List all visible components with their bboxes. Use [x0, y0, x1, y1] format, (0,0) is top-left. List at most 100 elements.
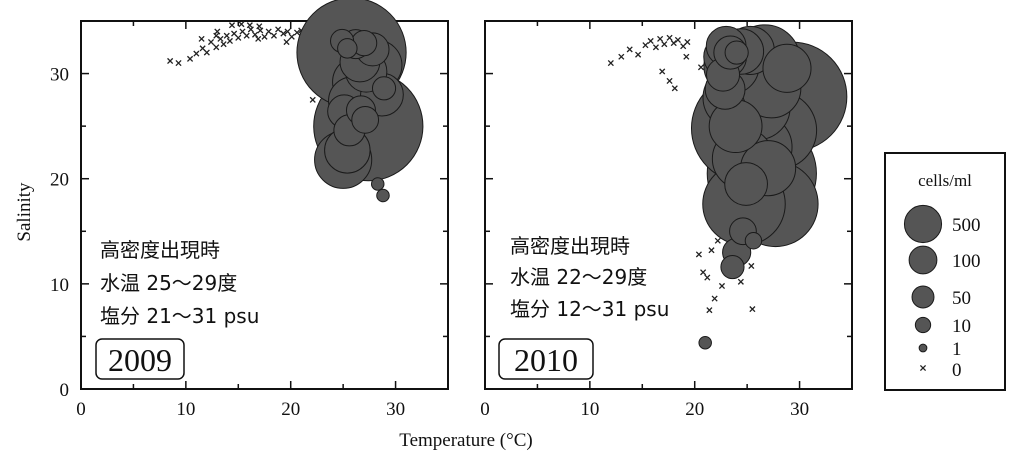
density-bubble	[351, 105, 380, 134]
annotation-2010-line-2: 水温 22〜29度	[510, 265, 647, 289]
panel-2010: 0 10 20 30	[480, 20, 853, 420]
x-tick-label: 20	[685, 399, 704, 420]
zero-marker	[737, 278, 744, 285]
legend-label: 100	[952, 251, 981, 272]
zero-marker	[670, 40, 677, 47]
zero-marker	[748, 262, 755, 270]
zero-marker	[256, 23, 263, 30]
zero-marker	[257, 27, 264, 34]
x-tick-label: 30	[386, 399, 405, 420]
x-tick-label: 10	[580, 399, 599, 420]
zero-marker	[647, 37, 654, 45]
annotation-2009-line-3: 塩分 21〜31 psu	[100, 304, 259, 328]
zero-marker	[704, 274, 711, 281]
zero-marker	[213, 32, 220, 39]
zero-marker	[293, 29, 301, 36]
legend-label: 1	[952, 339, 962, 360]
zero-marker	[309, 96, 316, 103]
zero-marker	[700, 269, 707, 276]
zero-marker	[284, 28, 291, 35]
year-box-2009	[95, 338, 185, 380]
density-bubble	[762, 43, 812, 93]
zero-marker	[288, 33, 295, 40]
density-bubble	[720, 254, 745, 280]
legend-bubble	[903, 204, 943, 244]
legend-title: cells/ml	[918, 171, 972, 190]
legend-zero-marker	[919, 364, 927, 372]
density-bubble	[698, 335, 712, 350]
zero-marker	[718, 282, 726, 290]
zero-marker	[652, 44, 659, 51]
legend-frame	[884, 152, 1006, 391]
legend-label: 0	[952, 360, 962, 381]
y-tick-label: 20	[50, 170, 69, 191]
annotation-2009-line-2: 水温 25〜29度	[100, 271, 237, 295]
zero-marker	[220, 41, 227, 48]
legend-bubble	[914, 316, 932, 334]
zero-marker	[243, 32, 250, 39]
panel-2010-frame	[484, 20, 853, 390]
annotation-2010-line-1: 高密度出現時	[510, 234, 630, 258]
legend-label: 10	[952, 316, 971, 337]
zero-marker	[175, 59, 182, 67]
zero-marker	[226, 37, 233, 45]
panel-2009: 0 10 20 30 0 10 20 30	[50, 0, 449, 420]
density-bubble	[724, 40, 749, 65]
x-tick-label: 10	[176, 399, 195, 420]
y-tick-label: 30	[50, 65, 69, 86]
year-label-2009: 2009	[108, 342, 172, 378]
year-box-2010	[498, 338, 594, 380]
zero-marker	[618, 53, 625, 60]
zero-marker	[635, 51, 642, 58]
legend-label: 50	[952, 288, 971, 309]
zero-marker	[214, 28, 221, 35]
year-label-2010: 2010	[514, 342, 578, 378]
zero-marker	[246, 22, 253, 29]
zero-marker	[280, 30, 287, 37]
x-tick-label: 30	[790, 399, 809, 420]
zero-marker	[217, 35, 224, 42]
x-tick-label: 20	[281, 399, 300, 420]
zero-marker	[252, 31, 259, 38]
legend-label: 500	[952, 215, 981, 236]
annotation-2009-line-1: 高密度出現時	[100, 238, 220, 262]
zero-marker	[235, 34, 242, 41]
zero-marker	[671, 85, 678, 92]
zero-marker	[247, 26, 254, 33]
density-bubble	[724, 162, 768, 206]
zero-marker	[695, 251, 702, 258]
zero-marker	[270, 32, 277, 39]
zero-marker	[708, 247, 715, 254]
zero-marker	[626, 46, 633, 53]
zero-marker	[283, 38, 290, 46]
density-bubble	[744, 232, 763, 250]
y-tick-label: 0	[60, 380, 70, 401]
x-axis-title: Temperature (°C)	[399, 430, 532, 451]
legend-bubble	[918, 343, 928, 353]
zero-marker	[711, 295, 718, 302]
zero-marker	[255, 35, 262, 42]
zero-marker	[661, 41, 668, 48]
x-tick-label: 0	[76, 399, 86, 420]
zero-marker	[666, 77, 673, 84]
zero-marker	[223, 32, 230, 39]
zero-marker	[186, 55, 194, 62]
y-axis-title: Salinity	[14, 182, 35, 242]
zero-marker	[749, 306, 756, 313]
y-tick-label: 10	[50, 275, 69, 296]
annotation-2010-line-3: 塩分 12〜31 psu	[510, 297, 669, 321]
legend-bubble	[908, 245, 938, 275]
zero-marker	[198, 35, 205, 42]
zero-marker	[193, 50, 200, 57]
zero-marker	[265, 28, 272, 35]
zero-marker	[228, 22, 236, 29]
zero-marker	[714, 237, 721, 244]
density-bubble	[376, 188, 390, 203]
zero-marker	[697, 64, 705, 71]
zero-marker	[238, 21, 245, 28]
zero-marker	[657, 35, 664, 42]
zero-marker	[261, 33, 268, 40]
